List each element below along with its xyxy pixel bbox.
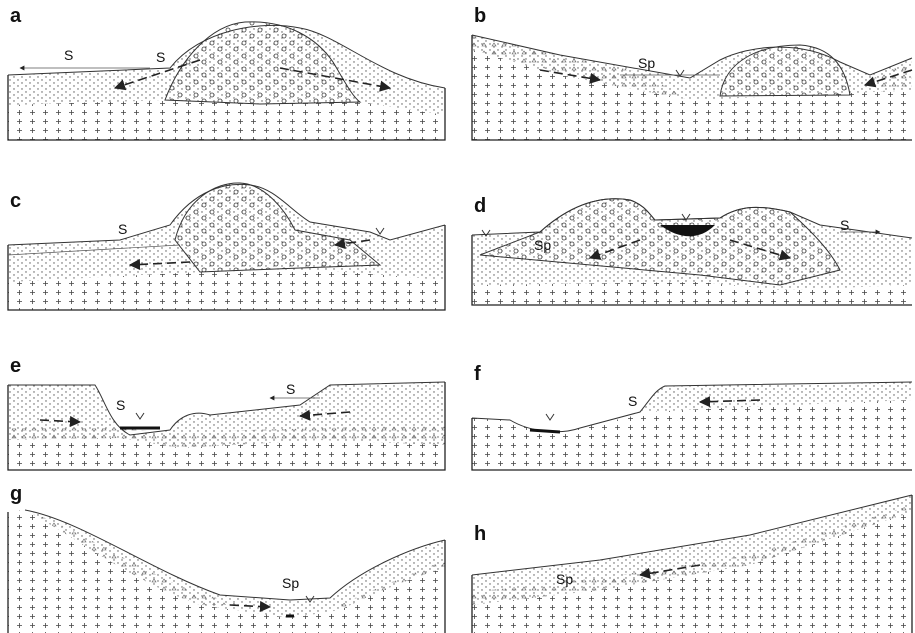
panel-label: h (474, 523, 486, 545)
panel-e: e S S (7, 355, 446, 471)
annotation: Sp (282, 575, 299, 591)
panel-label: b (474, 5, 486, 27)
annotation: S (840, 217, 849, 233)
annotation: S (116, 397, 125, 413)
panel-g: g Sp (7, 483, 446, 633)
bedrock (472, 282, 912, 305)
panel-label: f (474, 363, 481, 385)
moraine (164, 21, 362, 105)
bedrock (472, 400, 912, 470)
panel-a: a S S (7, 5, 446, 141)
annotation: Sp (556, 571, 573, 587)
bedrock (472, 512, 912, 633)
panel-label: e (10, 355, 21, 377)
panel-c: c S (7, 182, 446, 311)
till (25, 510, 240, 605)
moraine (719, 44, 851, 97)
panel-f: f S (471, 363, 913, 471)
bedrock (8, 510, 445, 633)
bedrock (472, 50, 912, 140)
till (330, 560, 445, 610)
panel-label: d (474, 195, 486, 217)
moraine (174, 182, 382, 273)
panel-h: h Sp (471, 494, 913, 633)
annotation: Sp (638, 55, 655, 71)
panel-label: a (10, 5, 22, 27)
till (472, 505, 912, 605)
annotation: S (156, 49, 165, 65)
till (472, 35, 690, 100)
panel-b: b Sp (471, 5, 913, 141)
annotation: S (118, 221, 127, 237)
annotation: S (628, 393, 637, 409)
annotation: Sp (534, 237, 551, 253)
annotation: S (286, 381, 295, 397)
panel-d: d Sp S (471, 195, 913, 306)
bedrock (8, 438, 445, 470)
panel-label: g (10, 483, 22, 505)
sediment (25, 510, 445, 618)
panel-label: c (10, 190, 21, 212)
bedrock (8, 100, 445, 140)
bedrock (8, 270, 445, 310)
till (8, 425, 445, 448)
annotation: S (64, 47, 73, 63)
